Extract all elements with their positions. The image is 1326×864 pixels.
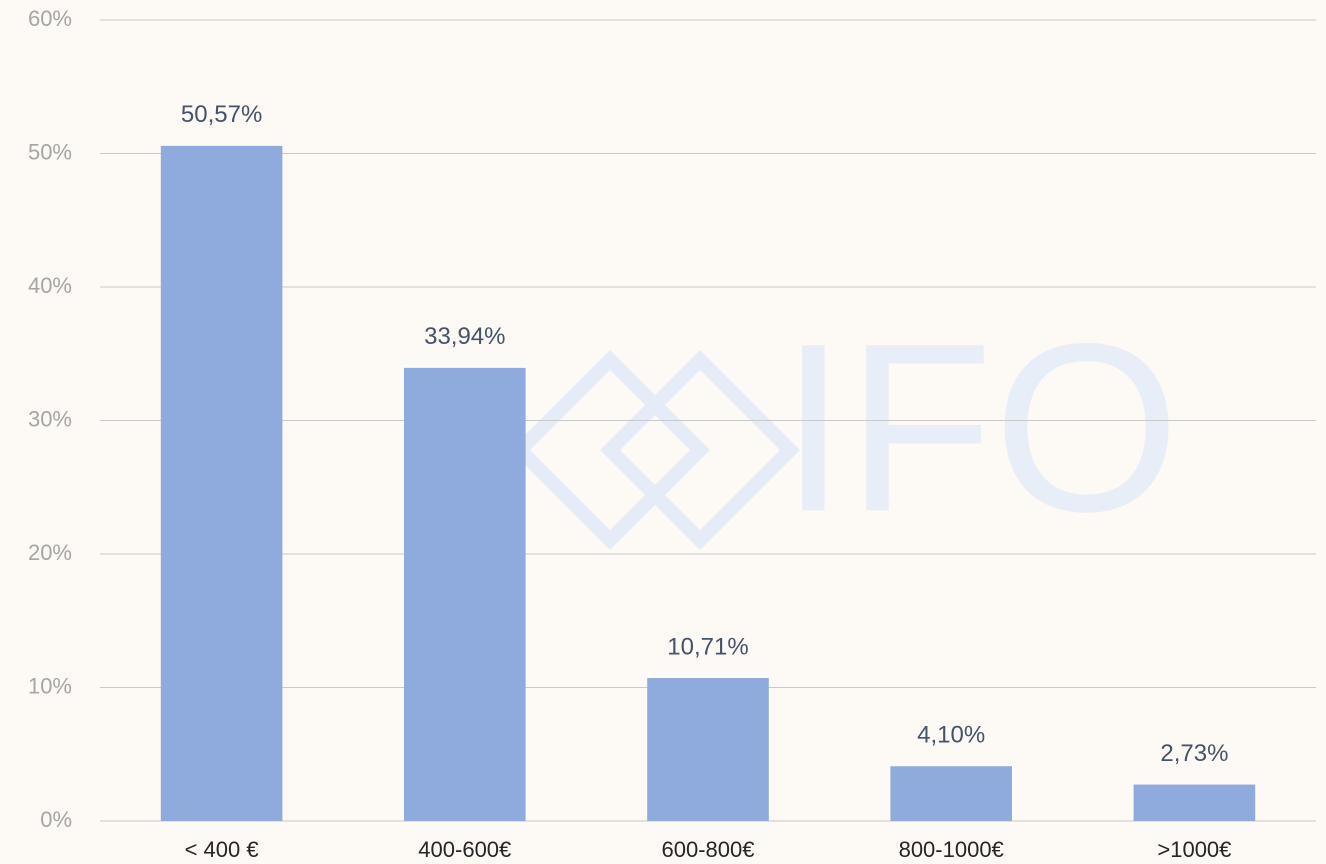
bar (647, 678, 769, 821)
x-tick-label: 800-1000€ (899, 837, 1004, 862)
x-tick-label: >1000€ (1157, 837, 1231, 862)
data-label: 2,73% (1160, 740, 1228, 767)
bar (404, 367, 526, 821)
y-tick-label: 50% (28, 139, 72, 164)
data-label: 33,94% (424, 323, 505, 350)
y-tick-label: 20% (28, 540, 72, 565)
bar (1133, 784, 1256, 821)
x-tick-label: 600-800€ (662, 837, 755, 862)
data-label: 50,57% (181, 101, 262, 128)
bar (890, 766, 1012, 821)
y-tick-label: 40% (28, 273, 72, 298)
x-tick-label: 400-600€ (418, 837, 511, 862)
y-tick-label: 60% (28, 6, 72, 31)
watermark: IFO (780, 293, 1180, 561)
bar (160, 145, 283, 821)
x-tick-label: < 400 € (185, 837, 259, 862)
y-tick-label: 30% (28, 406, 72, 431)
data-label: 4,10% (917, 722, 985, 749)
data-label: 10,71% (667, 633, 748, 660)
y-tick-label: 0% (40, 807, 72, 832)
y-tick-label: 10% (28, 673, 72, 698)
